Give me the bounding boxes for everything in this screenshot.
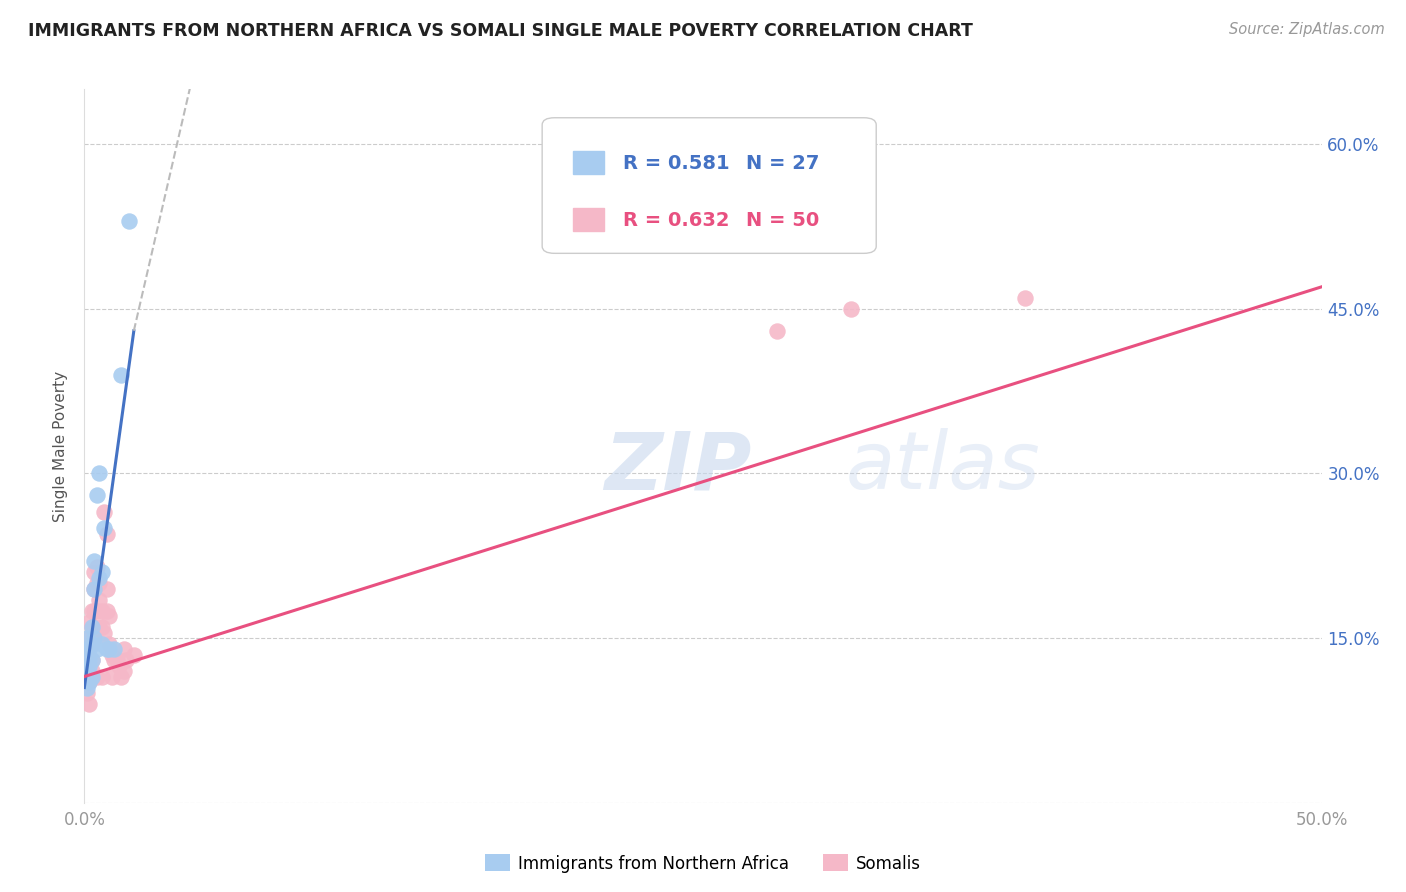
Point (83, 554, 105, 568)
Point (76, 642, 98, 657)
Point (110, 669, 132, 683)
Point (76, 664, 98, 678)
Text: IMMIGRANTS FROM NORTHERN AFRICA VS SOMALI SINGLE MALE POVERTY CORRELATION CHART: IMMIGRANTS FROM NORTHERN AFRICA VS SOMAL… (28, 22, 973, 40)
Text: ZIP: ZIP (605, 428, 751, 507)
Point (96, 526, 118, 541)
Bar (574, 152, 605, 175)
Point (83, 631, 105, 645)
Point (76, 653, 98, 667)
Point (79, 675, 101, 690)
Point (86, 576, 108, 591)
Text: R = 0.581: R = 0.581 (623, 154, 730, 173)
Point (76, 642, 98, 657)
Point (89, 592, 111, 607)
Point (86, 559, 108, 574)
Point (79, 615, 101, 629)
Text: R = 0.632: R = 0.632 (623, 211, 730, 230)
Point (86, 669, 108, 683)
Point (98, 609, 121, 624)
Point (90, 566, 112, 580)
Point (115, 653, 138, 667)
Point (80, 653, 103, 667)
Point (79, 664, 101, 678)
Point (89, 576, 111, 591)
Text: N = 27: N = 27 (747, 154, 820, 173)
Point (93, 625, 115, 640)
Text: Source: ZipAtlas.com: Source: ZipAtlas.com (1229, 22, 1385, 37)
Y-axis label: Single Male Poverty: Single Male Poverty (53, 370, 69, 522)
Point (76, 686, 98, 700)
Point (79, 697, 101, 711)
Point (105, 653, 128, 667)
Point (86, 488, 108, 502)
Point (80, 604, 103, 618)
Point (79, 653, 101, 667)
Point (89, 467, 111, 481)
Point (76, 631, 98, 645)
Point (83, 631, 105, 645)
Point (112, 642, 135, 657)
Point (98, 637, 121, 651)
Point (76, 681, 98, 695)
Legend: Immigrants from Northern Africa, Somalis: Immigrants from Northern Africa, Somalis (478, 847, 928, 880)
Point (76, 675, 98, 690)
Text: atlas: atlas (845, 428, 1040, 507)
Point (108, 658, 131, 673)
Point (122, 648, 145, 662)
Point (80, 637, 103, 651)
Point (86, 604, 108, 618)
Point (80, 669, 103, 683)
Point (79, 653, 101, 667)
Point (80, 653, 103, 667)
Point (90, 604, 112, 618)
Point (80, 637, 103, 651)
Point (90, 669, 112, 683)
Point (86, 642, 108, 657)
Point (79, 675, 101, 690)
Point (79, 658, 101, 673)
Point (1014, 291, 1036, 305)
Bar (574, 209, 605, 232)
Point (79, 642, 101, 657)
Point (93, 505, 115, 519)
Point (96, 604, 118, 618)
Point (93, 521, 115, 535)
Point (90, 637, 112, 651)
Point (83, 604, 105, 618)
Point (83, 582, 105, 596)
FancyBboxPatch shape (543, 118, 876, 253)
Point (80, 620, 103, 634)
Point (90, 620, 112, 634)
Point (103, 642, 125, 657)
Point (96, 582, 118, 596)
Point (80, 664, 103, 678)
Point (89, 571, 111, 585)
Point (96, 642, 118, 657)
Point (118, 214, 141, 228)
Point (89, 620, 111, 634)
Point (98, 642, 121, 657)
Text: N = 50: N = 50 (747, 211, 820, 230)
Point (766, 324, 789, 338)
Point (841, 301, 863, 316)
Point (103, 653, 125, 667)
Point (100, 669, 122, 683)
Point (76, 664, 98, 678)
Point (80, 620, 103, 634)
Point (100, 648, 122, 662)
Point (79, 631, 101, 645)
Point (83, 566, 105, 580)
Point (110, 368, 132, 382)
Point (83, 582, 105, 596)
Point (112, 664, 135, 678)
